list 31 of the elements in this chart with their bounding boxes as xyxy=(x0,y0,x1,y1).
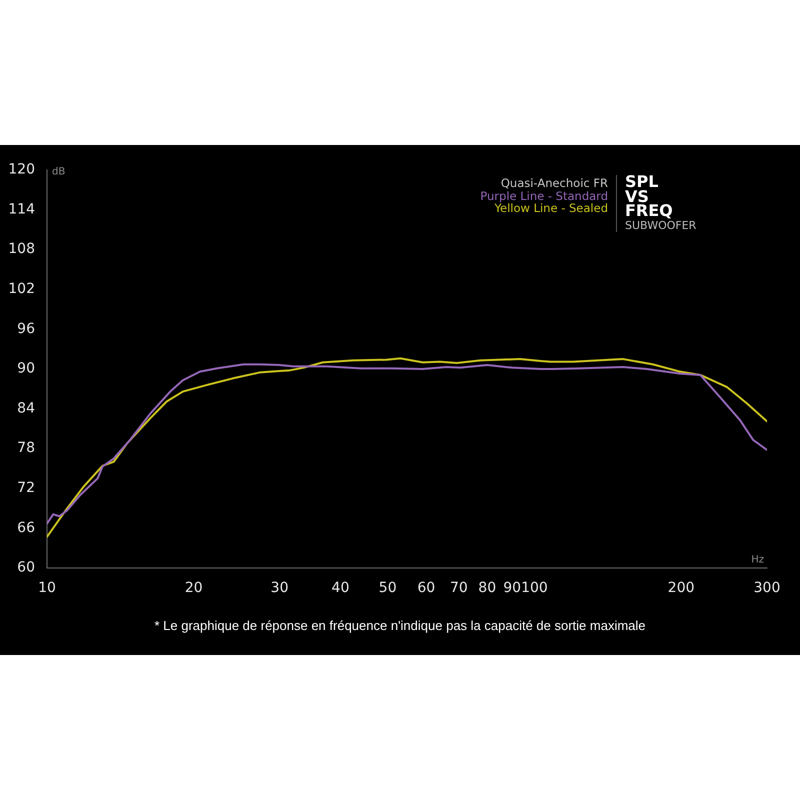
x-tick-label: 70 xyxy=(450,580,468,596)
text: Purple Line - Standard xyxy=(480,188,608,202)
y-tick-label: 90 xyxy=(17,360,35,377)
y-tick-label: 120 xyxy=(8,162,35,178)
x-tick-label: 30 xyxy=(270,580,288,596)
x-tick-label: 80 xyxy=(478,580,496,596)
x-tick-label: 90 xyxy=(503,580,522,596)
text: * Le graphique de réponse en fréquence n'indique pas la capacité de sortie maximale xyxy=(153,617,647,635)
x-tick-label: 10 xyxy=(38,580,56,596)
x-tick-label: 50 xyxy=(378,580,397,596)
x-tick-label: 300 xyxy=(754,580,780,596)
y-tick-label: 96 xyxy=(17,320,36,337)
text: SUBWOOFER xyxy=(625,218,698,232)
y-tick-label: 60 xyxy=(17,560,35,576)
x-tick-label: 20 xyxy=(184,580,203,596)
y-tick-label: 78 xyxy=(17,440,35,456)
y-tick-label: 102 xyxy=(8,281,35,298)
y-tick-label: 84 xyxy=(17,400,36,416)
x-axis-title: Hz xyxy=(751,554,764,566)
legend-title: Quasi-Anechoic FR xyxy=(500,176,608,190)
y-tick-label: 66 xyxy=(17,520,36,536)
y-tick-label: 72 xyxy=(17,480,35,496)
text: SPL VS FREQ xyxy=(625,172,673,220)
x-tick-label: 60 xyxy=(417,580,436,596)
x-tick-label: 100 xyxy=(521,580,548,596)
x-tick-label: 200 xyxy=(668,580,695,596)
text: Yellow Line - Sealed xyxy=(494,201,608,215)
y-tick-label: 114 xyxy=(8,201,36,218)
x-tick-label: 40 xyxy=(332,580,350,596)
y-axis-title: dB xyxy=(52,166,66,178)
y-tick-label: 108 xyxy=(8,241,35,258)
